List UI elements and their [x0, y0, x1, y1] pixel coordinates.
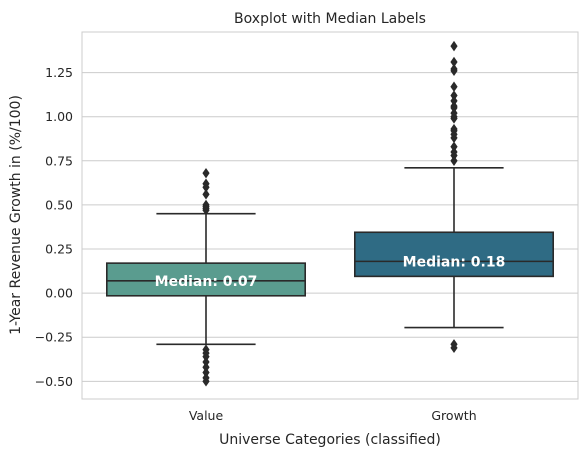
outlier-point — [450, 141, 458, 152]
y-tick-label: −0.50 — [35, 374, 73, 389]
outlier-point — [202, 182, 210, 193]
outlier-point — [202, 351, 210, 362]
y-tick-label: 0.75 — [45, 153, 73, 168]
x-axis-label: Universe Categories (classified) — [219, 432, 441, 448]
iqr-box — [353, 231, 554, 278]
x-tick-label: Growth — [431, 408, 476, 423]
outlier-point — [450, 150, 458, 161]
y-axis-label: 1-Year Revenue Growth in (%/100) — [8, 95, 24, 335]
outlier-point — [450, 342, 458, 354]
grid-lines — [82, 72, 578, 382]
x-tick-label: Value — [189, 408, 224, 423]
outlier-point — [450, 56, 458, 68]
y-tick-label: −0.25 — [35, 330, 73, 345]
box-plots: Median: 0.07 Median: 0.18 — [106, 40, 554, 387]
chart-title: Boxplot with Median Labels — [234, 11, 426, 27]
outlier-point — [450, 102, 458, 114]
outlier-point — [450, 90, 458, 101]
y-tick-label: 1.25 — [45, 65, 73, 80]
outlier-point — [450, 81, 458, 92]
outlier-point — [202, 205, 210, 216]
outlier-point — [202, 376, 210, 387]
box-value: Median: 0.07 — [106, 167, 306, 387]
median-label: Median: 0.18 — [403, 254, 506, 270]
plot-frame — [81, 31, 579, 400]
y-tick-label: 0.25 — [45, 242, 73, 257]
outlier-point — [450, 132, 458, 144]
y-tick-label: 0.50 — [45, 197, 73, 212]
outlier-point — [450, 65, 458, 77]
outlier-point — [202, 189, 210, 200]
outlier-point — [450, 40, 458, 52]
outlier-point — [202, 367, 210, 378]
outlier-point — [450, 95, 458, 107]
outlier-point — [202, 356, 210, 368]
y-tick-label: 1.00 — [45, 109, 73, 124]
x-tick-labels: Value Growth — [189, 408, 477, 423]
median-label: Median: 0.07 — [155, 274, 258, 290]
outlier-point — [450, 113, 458, 124]
outlier-point — [450, 155, 458, 167]
outlier-point — [202, 167, 210, 179]
iqr-box — [106, 262, 306, 297]
y-tick-labels: −0.50 −0.25 0.00 0.25 0.50 0.75 1.00 1.25 — [35, 65, 73, 389]
outlier-point — [202, 362, 210, 373]
box-growth: Median: 0.18 — [353, 40, 554, 354]
y-tick-label: 0.00 — [45, 286, 73, 301]
